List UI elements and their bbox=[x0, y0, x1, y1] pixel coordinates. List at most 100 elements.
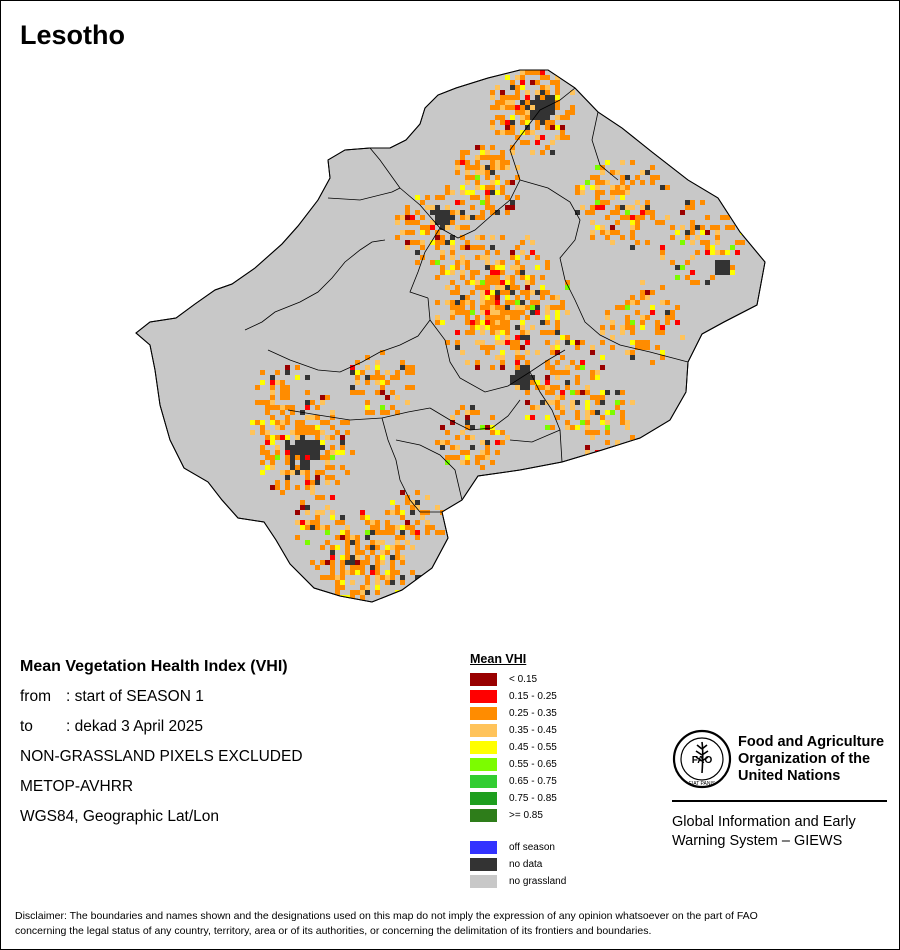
vhi-pixel bbox=[395, 545, 400, 550]
period-to: to: dekad 3 April 2025 bbox=[20, 716, 303, 746]
vhi-pixel bbox=[620, 325, 625, 330]
vhi-pixel bbox=[490, 300, 495, 305]
vhi-pixel bbox=[450, 315, 455, 320]
vhi-pixel bbox=[555, 340, 560, 345]
vhi-pixel bbox=[605, 215, 610, 220]
vhi-pixel bbox=[515, 335, 520, 340]
vhi-pixel bbox=[640, 290, 645, 295]
vhi-pixel bbox=[665, 310, 670, 315]
vhi-pixel bbox=[440, 445, 445, 450]
vhi-pixel bbox=[625, 325, 630, 330]
vhi-pixel bbox=[330, 410, 335, 415]
vhi-pixel bbox=[485, 170, 490, 175]
vhi-pixel bbox=[375, 575, 380, 580]
vhi-pixel bbox=[620, 180, 625, 185]
vhi-pixel bbox=[535, 90, 540, 95]
vhi-pixel bbox=[715, 240, 720, 245]
vhi-pixel bbox=[525, 100, 530, 105]
vhi-pixel bbox=[630, 325, 635, 330]
vhi-pixel bbox=[385, 545, 390, 550]
vhi-pixel bbox=[530, 380, 535, 385]
vhi-pixel bbox=[420, 230, 425, 235]
vhi-pixel bbox=[485, 315, 490, 320]
vhi-pixel bbox=[455, 345, 460, 350]
vhi-pixel bbox=[420, 580, 425, 585]
vhi-pixel bbox=[405, 365, 410, 370]
vhi-pixel bbox=[555, 125, 560, 130]
vhi-pixel bbox=[600, 355, 605, 360]
vhi-pixel bbox=[520, 310, 525, 315]
vhi-pixel bbox=[595, 165, 600, 170]
vhi-pixel bbox=[445, 225, 450, 230]
vhi-pixel bbox=[640, 205, 645, 210]
vhi-pixel bbox=[450, 415, 455, 420]
vhi-pixel bbox=[285, 460, 290, 465]
vhi-pixel bbox=[535, 120, 540, 125]
vhi-pixel bbox=[700, 240, 705, 245]
vhi-pixel bbox=[465, 245, 470, 250]
vhi-pixel bbox=[655, 345, 660, 350]
vhi-pixel bbox=[280, 470, 285, 475]
vhi-pixel bbox=[500, 440, 505, 445]
vhi-pixel bbox=[490, 245, 495, 250]
vhi-pixel bbox=[555, 100, 560, 105]
vhi-pixel bbox=[490, 430, 495, 435]
legend-label: >= 0.85 bbox=[509, 810, 543, 821]
vhi-pixel bbox=[645, 200, 650, 205]
vhi-pixel bbox=[660, 250, 665, 255]
vhi-pixel bbox=[505, 195, 510, 200]
vhi-pixel bbox=[540, 330, 545, 335]
vhi-pixel bbox=[630, 215, 635, 220]
vhi-pixel bbox=[305, 480, 310, 485]
vhi-pixel bbox=[670, 260, 675, 265]
vhi-pixel bbox=[555, 330, 560, 335]
vhi-pixel bbox=[480, 165, 485, 170]
vhi-pixel bbox=[490, 145, 495, 150]
vhi-pixel bbox=[465, 425, 470, 430]
vhi-pixel bbox=[465, 175, 470, 180]
vhi-pixel bbox=[570, 405, 575, 410]
vhi-pixel bbox=[525, 90, 530, 95]
vhi-pixel bbox=[530, 280, 535, 285]
vhi-pixel bbox=[335, 585, 340, 590]
vhi-pixel bbox=[665, 215, 670, 220]
vhi-pixel bbox=[470, 280, 475, 285]
vhi-pixel bbox=[730, 210, 735, 215]
vhi-pixel bbox=[550, 370, 555, 375]
vhi-pixel bbox=[735, 240, 740, 245]
vhi-pixel bbox=[650, 180, 655, 185]
fao-divider bbox=[672, 800, 887, 802]
vhi-pixel bbox=[505, 165, 510, 170]
vhi-pixel bbox=[465, 320, 470, 325]
vhi-pixel bbox=[470, 300, 475, 305]
vhi-pixel bbox=[505, 320, 510, 325]
vhi-pixel bbox=[485, 440, 490, 445]
vhi-pixel bbox=[630, 220, 635, 225]
vhi-pixel bbox=[610, 240, 615, 245]
vhi-pixel bbox=[630, 435, 635, 440]
vhi-pixel bbox=[575, 190, 580, 195]
vhi-pixel bbox=[420, 580, 425, 585]
vhi-pixel bbox=[365, 410, 370, 415]
vhi-pixel bbox=[320, 470, 325, 475]
legend-label: 0.75 - 0.85 bbox=[509, 793, 557, 804]
vhi-pixel bbox=[570, 90, 575, 95]
vhi-pixel bbox=[590, 345, 595, 350]
vhi-pixel bbox=[415, 580, 420, 585]
vhi-pixel bbox=[420, 580, 425, 585]
vhi-pixel bbox=[565, 110, 570, 115]
vhi-pixel bbox=[495, 355, 500, 360]
vhi-pixel bbox=[540, 85, 545, 90]
vhi-pixel bbox=[435, 210, 440, 215]
vhi-pixel bbox=[550, 385, 555, 390]
vhi-pixel bbox=[460, 215, 465, 220]
vhi-pixel bbox=[610, 345, 615, 350]
vhi-pixel bbox=[545, 105, 550, 110]
vhi-pixel bbox=[520, 380, 525, 385]
vhi-pixel bbox=[480, 155, 485, 160]
vhi-pixel bbox=[465, 280, 470, 285]
vhi-pixel bbox=[400, 365, 405, 370]
vhi-pixel bbox=[325, 505, 330, 510]
vhi-pixel bbox=[340, 555, 345, 560]
vhi-pixel bbox=[535, 380, 540, 385]
